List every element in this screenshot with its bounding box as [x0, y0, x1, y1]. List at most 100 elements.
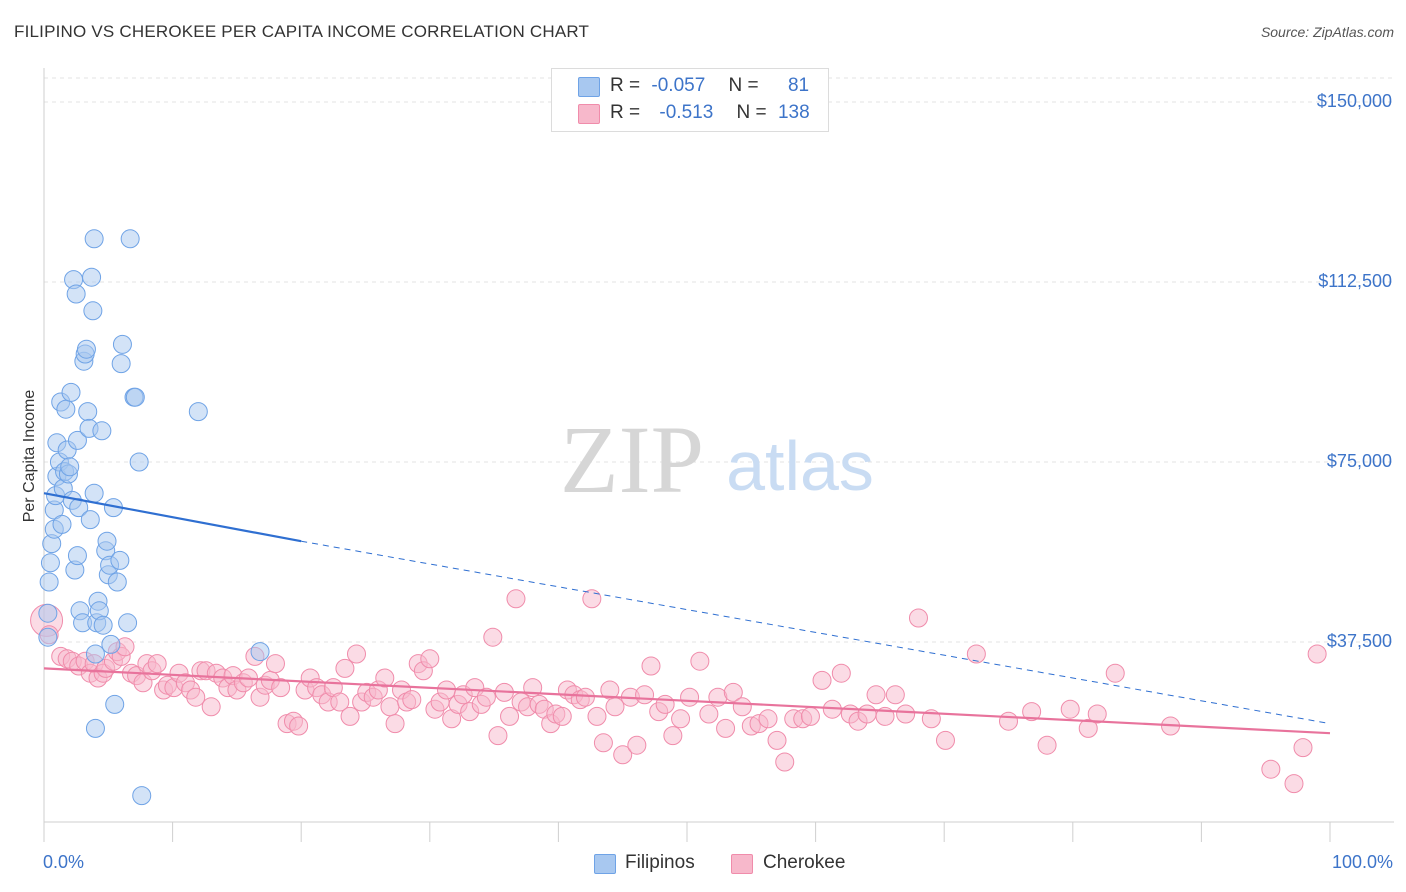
filipinos-point	[118, 613, 138, 633]
cherokee-point	[775, 752, 795, 772]
cherokee-point	[575, 687, 595, 707]
cherokee-point	[857, 704, 877, 724]
filipinos-point	[125, 387, 145, 407]
cherokee-point	[896, 704, 916, 724]
legend-swatch-filipinos	[594, 854, 616, 874]
cherokee-point	[587, 706, 607, 726]
filipinos-point	[101, 634, 121, 654]
cherokee-point	[812, 670, 832, 690]
filipinos-point	[83, 301, 103, 321]
x-tick-label-max: 100.0%	[1331, 852, 1393, 872]
cherokee-point	[483, 627, 503, 647]
r-value: -0.057	[651, 75, 706, 96]
filipinos-point	[76, 339, 96, 359]
cherokee-point	[1261, 759, 1281, 779]
legend-swatch-filipinos	[578, 77, 600, 97]
cherokee-point	[999, 711, 1018, 731]
cherokee-point	[289, 716, 309, 736]
y-tick-label: $75,000	[1326, 451, 1392, 471]
x-tick-label-min: 0.0%	[43, 852, 85, 872]
filipinos-point	[132, 786, 152, 806]
filipinos-point	[67, 430, 87, 450]
filipinos-point	[93, 615, 113, 635]
filipinos-point	[52, 514, 72, 534]
filipinos-point	[188, 402, 208, 422]
n-label: N =	[736, 102, 767, 123]
filipinos-point	[129, 452, 149, 472]
r-label: R =	[610, 102, 641, 123]
n-value: 138	[777, 102, 810, 123]
cherokee-point	[582, 589, 602, 609]
cherokee-point	[699, 704, 719, 724]
y-tick-label: $37,500	[1326, 631, 1392, 651]
cherokee-point	[966, 644, 986, 664]
filipinos-point	[107, 572, 127, 592]
filipinos-point	[40, 553, 60, 573]
filipinos-point	[112, 334, 132, 354]
cherokee-point	[1060, 699, 1080, 719]
filipinos-point	[67, 546, 87, 566]
cherokee-point	[671, 709, 691, 729]
cherokee-point	[885, 685, 905, 705]
filipinos-point	[61, 382, 81, 402]
cherokee-point	[500, 706, 520, 726]
cherokee-point	[201, 697, 221, 717]
watermark: ZIP atlas	[560, 406, 874, 513]
cherokee-point	[716, 718, 736, 738]
cherokee-point	[680, 687, 700, 707]
cherokee-point	[1293, 738, 1313, 758]
cherokee-point	[627, 735, 647, 755]
filipinos-point	[80, 510, 100, 530]
cherokee-point	[767, 730, 787, 750]
cherokee-point	[186, 687, 206, 707]
cherokee-point	[552, 706, 572, 726]
cherokee-points	[30, 589, 1327, 794]
legend-swatch-cherokee	[578, 104, 600, 124]
legend-row-filipinos: R = -0.057 N = 81	[610, 75, 809, 99]
filipinos-point	[78, 402, 98, 422]
source-label: Source: ZipAtlas.com	[1260, 24, 1394, 40]
filipinos-point	[111, 354, 131, 374]
filipinos-point	[85, 718, 105, 738]
cherokee-point	[908, 608, 928, 628]
filipinos-point	[56, 399, 76, 419]
cherokee-trend-line	[43, 667, 1331, 735]
r-value: -0.513	[659, 102, 714, 123]
cherokee-point	[723, 682, 743, 702]
filipinos-point	[66, 284, 86, 304]
cherokee-point	[1307, 644, 1327, 664]
cherokee-point	[335, 658, 355, 678]
cherokee-point	[593, 733, 613, 753]
filipinos-point	[97, 531, 117, 551]
filipinos-point	[38, 603, 58, 623]
filipinos-point	[60, 457, 80, 477]
filipinos-point	[92, 421, 112, 441]
watermark-atlas: atlas	[726, 427, 874, 505]
cherokee-point	[605, 697, 625, 717]
cherokee-point	[1078, 718, 1098, 738]
filipinos-point	[110, 550, 130, 570]
cherokee-point	[800, 706, 820, 726]
legend-row-cherokee: R = -0.513 N = 138	[610, 102, 810, 126]
correlation-legend: R = -0.057 N = 81 R = -0.513 N = 138	[551, 68, 829, 132]
chart-title: FILIPINO VS CHEROKEE PER CAPITA INCOME C…	[14, 22, 590, 41]
cherokee-point	[147, 654, 167, 674]
filipinos-point	[84, 229, 104, 249]
cherokee-point	[663, 726, 683, 746]
cherokee-point	[613, 745, 633, 765]
trend-lines	[43, 492, 1331, 735]
legend-swatch-cherokee	[731, 854, 753, 874]
cherokee-point	[476, 687, 496, 707]
cherokee-point	[402, 690, 422, 710]
cherokee-point	[420, 649, 440, 669]
cherokee-point	[506, 589, 526, 609]
filipinos-point	[120, 229, 140, 249]
filipinos-point	[84, 483, 104, 503]
cherokee-point	[265, 654, 285, 674]
filipinos-point	[85, 644, 105, 664]
filipinos-point	[250, 642, 270, 662]
n-label: N =	[728, 75, 759, 96]
cherokee-point	[375, 668, 395, 688]
cherokee-point	[732, 697, 752, 717]
r-label: R =	[610, 75, 641, 96]
